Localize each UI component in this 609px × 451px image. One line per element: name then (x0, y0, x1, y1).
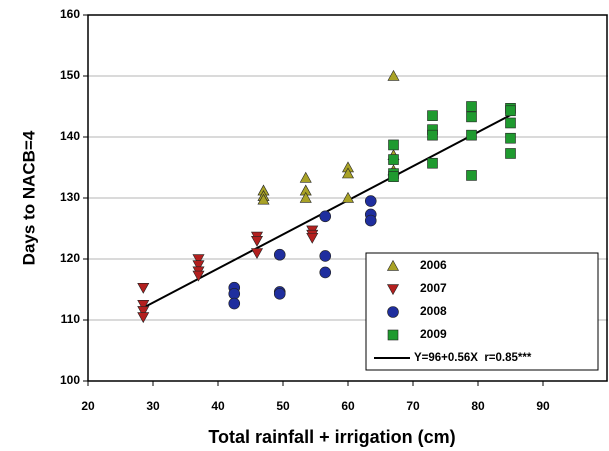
legend-label: Y=96+0.56X r=0.85*** (414, 352, 532, 364)
legend-marker (386, 259, 400, 271)
point (505, 148, 516, 159)
x-tick-label: 60 (341, 399, 355, 413)
y-tick-label: 160 (60, 7, 80, 21)
point (319, 266, 332, 279)
point (319, 210, 332, 223)
point (505, 105, 516, 117)
legend-label: 2008 (420, 304, 447, 318)
point (192, 254, 205, 266)
point (273, 287, 286, 300)
point (388, 154, 399, 165)
point (228, 287, 241, 300)
y-tick-label: 130 (60, 190, 80, 204)
legend (365, 252, 599, 371)
legend-marker (387, 329, 399, 341)
point (427, 129, 438, 141)
point (192, 260, 205, 272)
point (466, 170, 477, 181)
legend-label: 2006 (420, 258, 447, 272)
x-tick-label: 80 (471, 399, 485, 413)
y-tick-label: 150 (60, 68, 80, 82)
y-tick-label: 110 (61, 312, 81, 326)
point (466, 111, 477, 123)
x-tick-label: 50 (276, 399, 290, 413)
point (427, 110, 438, 121)
point (299, 191, 312, 203)
y-tick-label: 100 (60, 373, 80, 387)
point (273, 248, 286, 261)
point (387, 69, 400, 81)
point (341, 191, 355, 203)
point (466, 129, 477, 141)
point (250, 248, 264, 260)
point (192, 270, 205, 282)
point (250, 236, 264, 247)
point (137, 300, 150, 311)
point (466, 101, 477, 112)
point (364, 214, 377, 227)
legend-marker (386, 284, 400, 296)
point (137, 282, 150, 294)
point (257, 193, 270, 205)
x-tick-label: 70 (406, 399, 420, 413)
legend-label: 2007 (420, 281, 447, 295)
point (427, 157, 438, 169)
point (228, 297, 241, 310)
point (137, 312, 150, 324)
point (364, 195, 377, 207)
legend-box (365, 252, 599, 371)
y-tick-label: 120 (60, 251, 80, 265)
point (319, 250, 332, 262)
point (505, 117, 516, 129)
point (299, 171, 312, 183)
point (505, 132, 516, 144)
x-tick-label: 40 (211, 399, 225, 413)
x-axis-title: Total rainfall + irrigation (cm) (208, 427, 455, 447)
legend-marker (387, 306, 399, 318)
x-tick-label: 30 (146, 399, 160, 413)
x-tick-label: 90 (536, 399, 550, 413)
plot-frame (87, 14, 608, 382)
y-tick-label: 140 (60, 129, 80, 143)
point (388, 171, 399, 182)
y-axis-title: Days to NACB=4 (19, 130, 38, 265)
point (137, 306, 150, 317)
point (306, 232, 319, 244)
point (388, 139, 399, 151)
x-tick-label: 20 (81, 399, 95, 413)
point (341, 167, 355, 179)
legend-label: 2009 (420, 327, 447, 341)
